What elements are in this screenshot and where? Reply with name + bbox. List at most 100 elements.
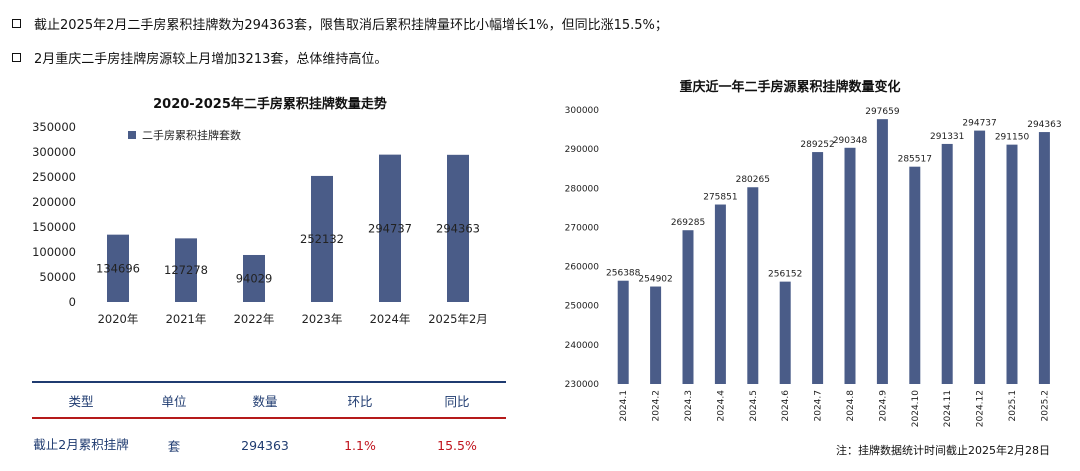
bar bbox=[1038, 132, 1050, 384]
x-tick-label: 2024.4 bbox=[716, 390, 726, 422]
table-header-row: 类型 单位 数量 环比 同比 bbox=[32, 383, 506, 417]
x-tick-label: 2024.3 bbox=[684, 390, 694, 422]
bar-value-label: 127278 bbox=[164, 263, 208, 277]
legend-label: 二手房累积挂牌套数 bbox=[142, 129, 241, 142]
bar-value-label: 294737 bbox=[962, 119, 996, 129]
y-tick-label: 200000 bbox=[32, 195, 76, 209]
bar-value-label: 134696 bbox=[96, 261, 140, 275]
square-bullet-icon bbox=[12, 53, 21, 62]
y-tick-label: 300000 bbox=[32, 145, 76, 159]
table-row: 截止2月累积挂牌 套 294363 1.1% 15.5% bbox=[32, 419, 506, 471]
y-tick-label: 0 bbox=[69, 295, 76, 309]
bar bbox=[617, 280, 629, 384]
x-tick-label: 2023年 bbox=[302, 312, 343, 326]
cell-quantity: 294363 bbox=[241, 437, 289, 453]
y-tick-label: 230000 bbox=[565, 380, 600, 390]
left-chart-legend: 二手房累积挂牌套数 bbox=[128, 127, 241, 143]
bar bbox=[379, 154, 401, 302]
y-tick-label: 150000 bbox=[32, 220, 76, 234]
y-tick-label: 250000 bbox=[32, 170, 76, 184]
y-tick-label: 240000 bbox=[565, 341, 600, 351]
x-tick-label: 2024.9 bbox=[878, 390, 888, 422]
bar-value-label: 94029 bbox=[236, 271, 273, 285]
cell-mom: 1.1% bbox=[344, 437, 376, 453]
bullet-item-2: 2月重庆二手房挂牌房源较上月增加3213套，总体维持高位。 bbox=[12, 48, 387, 67]
x-tick-label: 2024.10 bbox=[911, 390, 921, 427]
x-tick-label: 2024.2 bbox=[652, 390, 662, 422]
y-tick-label: 100000 bbox=[32, 245, 76, 259]
bullet-item-1: 截止2025年2月二手房累积挂牌数为294363套，限售取消后累积挂牌量环比小幅… bbox=[12, 14, 668, 33]
bar bbox=[747, 187, 759, 384]
x-tick-label: 2024.5 bbox=[749, 390, 759, 422]
bar bbox=[812, 152, 824, 384]
bar bbox=[909, 166, 921, 384]
y-tick-label: 300000 bbox=[565, 106, 600, 116]
bullet-text-1: 截止2025年2月二手房累积挂牌数为294363套，限售取消后累积挂牌量环比小幅… bbox=[34, 18, 668, 33]
x-tick-label: 2025.1 bbox=[1008, 390, 1018, 422]
footnote: 注：挂牌数据统计时间截止2025年2月28日 bbox=[836, 444, 1050, 457]
y-tick-label: 290000 bbox=[565, 145, 600, 155]
header-mom: 环比 bbox=[347, 393, 373, 409]
bar bbox=[974, 130, 986, 384]
bar-value-label: 294363 bbox=[436, 221, 480, 235]
x-tick-label: 2021年 bbox=[166, 312, 207, 326]
y-tick-label: 250000 bbox=[565, 302, 600, 312]
x-tick-label: 2025.2 bbox=[1040, 390, 1050, 422]
bar-value-label: 280265 bbox=[736, 175, 770, 185]
table-top-rule bbox=[32, 381, 506, 383]
cell-yoy: 15.5% bbox=[437, 437, 477, 453]
header-type: 类型 bbox=[68, 393, 94, 409]
bar-value-label: 291331 bbox=[930, 132, 964, 142]
bar bbox=[1006, 144, 1018, 384]
bar-value-label: 294737 bbox=[368, 221, 412, 235]
bar-value-label: 294363 bbox=[1027, 120, 1061, 130]
bar bbox=[779, 281, 791, 384]
x-tick-label: 2024.11 bbox=[943, 390, 953, 427]
bar bbox=[941, 143, 953, 384]
right-chart-title: 重庆近一年二手房源累积挂牌数量变化 bbox=[679, 80, 901, 95]
bar bbox=[682, 230, 694, 384]
y-tick-label: 50000 bbox=[39, 270, 76, 284]
x-tick-label: 2025年2月 bbox=[428, 312, 488, 326]
bullet-text-2: 2月重庆二手房挂牌房源较上月增加3213套，总体维持高位。 bbox=[34, 52, 388, 67]
x-tick-label: 2024.6 bbox=[781, 390, 791, 422]
bar bbox=[876, 119, 888, 385]
x-tick-label: 2024.7 bbox=[814, 390, 824, 422]
bar-value-label: 290348 bbox=[833, 136, 868, 146]
y-tick-label: 350000 bbox=[32, 120, 76, 134]
left-chart-title: 2020-2025年二手房累积挂牌数量走势 bbox=[153, 97, 387, 112]
y-tick-label: 260000 bbox=[565, 263, 600, 273]
bar-value-label: 297659 bbox=[865, 107, 900, 117]
bar-value-label: 275851 bbox=[703, 193, 737, 203]
bar-value-label: 256152 bbox=[768, 270, 802, 280]
x-tick-label: 2020年 bbox=[98, 312, 139, 326]
bar bbox=[243, 254, 265, 302]
bar bbox=[447, 154, 469, 302]
x-tick-label: 2024.12 bbox=[976, 390, 986, 427]
bar bbox=[311, 175, 333, 302]
bar bbox=[107, 234, 129, 302]
table-mid-rule bbox=[32, 417, 506, 419]
square-bullet-icon bbox=[12, 19, 21, 28]
bar bbox=[175, 238, 197, 302]
header-quantity: 数量 bbox=[252, 393, 278, 409]
bar-value-label: 256388 bbox=[606, 269, 641, 279]
bar-value-label: 289252 bbox=[800, 140, 834, 150]
bar bbox=[650, 286, 662, 384]
cell-unit: 套 bbox=[167, 438, 181, 454]
cell-type: 截止2月累积挂牌 bbox=[33, 437, 129, 452]
bar-value-label: 291150 bbox=[995, 133, 1030, 143]
y-tick-label: 270000 bbox=[565, 223, 600, 233]
header-yoy: 同比 bbox=[444, 393, 470, 409]
y-tick-label: 280000 bbox=[565, 184, 600, 194]
x-tick-label: 2022年 bbox=[234, 312, 275, 326]
bar-value-label: 254902 bbox=[638, 275, 672, 285]
x-tick-label: 2024.8 bbox=[846, 390, 856, 422]
legend-swatch bbox=[128, 131, 136, 139]
header-unit: 单位 bbox=[161, 393, 187, 409]
x-tick-label: 2024.1 bbox=[619, 390, 629, 422]
bar-value-label: 269285 bbox=[671, 218, 705, 228]
bar bbox=[844, 147, 856, 384]
